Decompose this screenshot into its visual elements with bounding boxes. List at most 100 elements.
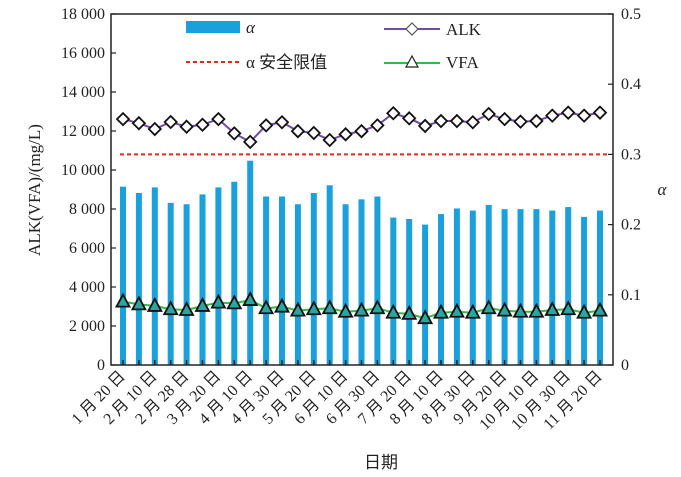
vfa-point: [560, 300, 577, 316]
vfa-point: [210, 293, 227, 309]
vfa-point: [130, 295, 147, 311]
alk-point: [386, 105, 401, 121]
alpha-bar: [422, 224, 429, 365]
alpha-bar: [565, 207, 572, 365]
alpha-bar: [167, 202, 174, 365]
legend-alpha-label: α: [246, 18, 256, 37]
left-tick-label: 4 000: [69, 279, 105, 296]
alk-point: [370, 118, 385, 133]
vfa-point: [369, 299, 386, 315]
left-tick-label: 6 000: [69, 240, 105, 257]
alpha-bar: [374, 196, 381, 365]
legend-threshold-label: α 安全限值: [246, 53, 327, 72]
alpha-bar: [438, 214, 444, 365]
right-tick-label: 0.2: [621, 217, 641, 234]
left-tick-label: 12 000: [61, 123, 105, 140]
left-tick-label: 10 000: [61, 162, 105, 179]
alpha-bar: [135, 193, 142, 365]
alk-point: [306, 125, 322, 141]
alk-point: [258, 118, 274, 133]
alk-point: [242, 134, 258, 150]
alk-point: [560, 105, 576, 120]
left-tick-label: 18 000: [61, 6, 105, 23]
alpha-bar: [358, 199, 365, 365]
alk-point: [274, 114, 290, 130]
vfa-point: [178, 301, 195, 316]
alpha-bar: [310, 193, 317, 365]
alpha-bar: [120, 186, 126, 365]
left-axis: 0 2 000 4 000 6 000 8 000 10 000 12 000 14 000 1…: [61, 6, 116, 374]
legend-alk-marker: [405, 22, 419, 36]
right-tick-label: 0: [621, 357, 629, 374]
vfa-point: [385, 303, 402, 319]
vfa-point: [289, 301, 306, 317]
alpha-bar: [597, 210, 603, 365]
alk-point: [465, 114, 481, 130]
vfa-point: [496, 301, 513, 317]
alk-point: [211, 111, 226, 127]
alk-point: [433, 113, 449, 129]
vfa-point: [591, 301, 609, 317]
vfa-point: [258, 299, 275, 315]
vfa-point: [480, 299, 497, 315]
vfa-point: [114, 292, 132, 308]
vfa-point: [242, 291, 259, 306]
alpha-bar: [326, 185, 333, 365]
legend-alpha-swatch: [186, 21, 240, 33]
alpha-bar: [151, 187, 158, 365]
alpha-bar: [501, 209, 508, 365]
vfa-point: [353, 301, 370, 317]
vfa-point: [576, 303, 593, 319]
vfa-point: [464, 303, 481, 319]
right-axis-label: α: [658, 180, 668, 199]
alpha-bar: [294, 204, 301, 365]
vfa-point: [321, 299, 338, 315]
x-axis-label: 日期: [364, 453, 398, 472]
alk-point: [322, 132, 337, 148]
alk-point: [147, 121, 163, 137]
series-lines: [114, 105, 609, 325]
alpha-bar: [517, 209, 524, 365]
alk-point: [545, 108, 560, 123]
vfa-point: [528, 302, 545, 318]
right-tick-label: 0.1: [621, 287, 641, 304]
alk-point: [449, 113, 465, 129]
alpha-bar: [342, 204, 349, 365]
right-tick-label: 0.4: [621, 76, 641, 93]
legend: α α 安全限值 ALK VFA: [186, 18, 482, 72]
alk-point: [131, 115, 147, 131]
vfa-point: [401, 305, 418, 320]
legend-vfa-label: VFA: [446, 53, 479, 72]
alpha-bar: [215, 187, 222, 365]
alk-point: [513, 114, 528, 129]
alk-point: [497, 111, 512, 127]
left-tick-label: 14 000: [61, 84, 105, 101]
alpha-bars: [120, 160, 603, 365]
right-axis: 0 0.1 0.2 0.3 0.4 0.5: [608, 6, 641, 374]
alpha-bar: [406, 218, 413, 365]
vfa-point: [512, 302, 529, 318]
alk-point: [529, 113, 544, 129]
alpha-bar: [533, 209, 540, 365]
alpha-bar: [469, 210, 476, 365]
vfa-point: [226, 294, 243, 310]
vfa-point: [544, 301, 561, 316]
alpha-bar: [199, 194, 206, 365]
x-axis: 1 月 20 日2 月 10 日2 月 28 日3 月 20 日4 月 10 日…: [69, 360, 606, 434]
legend-vfa-marker: [404, 54, 420, 68]
right-tick-label: 0.5: [621, 6, 641, 23]
alk-point: [163, 114, 178, 130]
left-axis-label: ALK(VFA)/(mg/L): [25, 124, 44, 256]
vfa-point: [448, 302, 465, 318]
vfa-point: [417, 309, 434, 325]
alk-point: [576, 108, 592, 123]
alpha-bar: [183, 204, 190, 365]
alk-point: [592, 105, 608, 120]
alpha-bar: [390, 217, 397, 365]
legend-alk-label: ALK: [446, 20, 482, 39]
right-tick-label: 0.3: [621, 146, 641, 163]
alpha-bar: [231, 181, 238, 365]
alpha-bar: [581, 216, 588, 365]
alk-point: [179, 119, 194, 134]
